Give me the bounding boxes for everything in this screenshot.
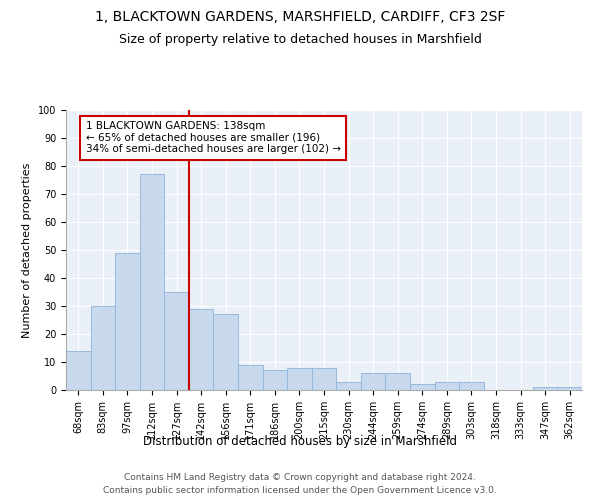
Bar [263, 370, 287, 390]
Text: 1, BLACKTOWN GARDENS, MARSHFIELD, CARDIFF, CF3 2SF: 1, BLACKTOWN GARDENS, MARSHFIELD, CARDIF… [95, 10, 505, 24]
Bar [533, 387, 557, 390]
Bar [459, 382, 484, 390]
Text: Contains HM Land Registry data © Crown copyright and database right 2024.
Contai: Contains HM Land Registry data © Crown c… [103, 473, 497, 495]
Bar [410, 384, 434, 390]
Bar [312, 368, 336, 390]
Bar [557, 387, 582, 390]
Bar [189, 309, 214, 390]
Bar [238, 365, 263, 390]
Text: Size of property relative to detached houses in Marshfield: Size of property relative to detached ho… [119, 32, 481, 46]
Bar [336, 382, 361, 390]
Y-axis label: Number of detached properties: Number of detached properties [22, 162, 32, 338]
Text: 1 BLACKTOWN GARDENS: 138sqm
← 65% of detached houses are smaller (196)
34% of se: 1 BLACKTOWN GARDENS: 138sqm ← 65% of det… [86, 121, 341, 154]
Bar [287, 368, 312, 390]
Bar [361, 373, 385, 390]
Bar [91, 306, 115, 390]
Bar [140, 174, 164, 390]
Bar [164, 292, 189, 390]
Bar [214, 314, 238, 390]
Text: Distribution of detached houses by size in Marshfield: Distribution of detached houses by size … [143, 435, 457, 448]
Bar [385, 373, 410, 390]
Bar [434, 382, 459, 390]
Bar [66, 351, 91, 390]
Bar [115, 253, 140, 390]
